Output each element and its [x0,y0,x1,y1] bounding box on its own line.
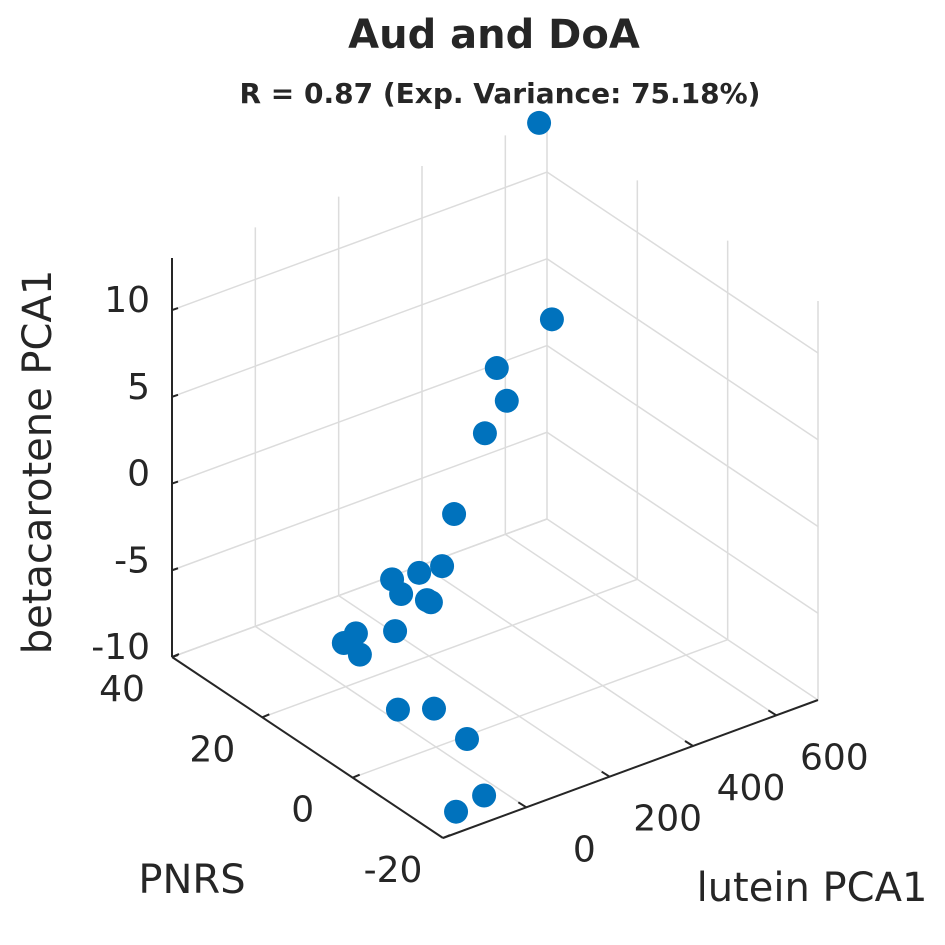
grid-line [171,171,548,311]
x-tick-label: 0 [573,829,596,870]
x-tick [767,709,777,717]
point [442,502,467,527]
point [484,356,509,381]
x-axis [442,699,819,839]
y-tick [352,773,361,779]
z-tick [171,393,179,398]
y-tick-label: 0 [291,790,314,831]
z-tick-label: -10 [91,627,150,668]
y-tick [171,653,180,658]
point [472,421,497,446]
x-tick [684,740,694,747]
grid-line [504,533,777,716]
x-tick-label: 600 [800,737,869,778]
z-tick-label: 10 [104,280,150,321]
point [494,388,519,413]
grid-line [171,344,548,485]
x-tick [601,770,611,778]
grid-line [171,518,548,658]
z-tick [171,567,179,572]
point [422,696,446,721]
z-tick-label: -5 [114,540,150,581]
z-tick [171,307,179,311]
point [385,697,410,722]
chart-subtitle: R = 0.87 (Exp. Variance: 75.18%) [240,77,761,110]
x-axis-label: lutein PCA1 [697,865,928,911]
chart-title: Aud and DoA [348,12,640,58]
point [389,582,414,607]
point [444,799,469,824]
grid-line [546,171,819,354]
grid-line [546,518,819,701]
z-tick-label: 0 [127,454,150,495]
point [383,619,408,644]
point [430,554,455,579]
y-tick [442,834,451,839]
point [347,642,372,667]
grid-line [262,578,638,719]
point [472,783,497,808]
grid-line [338,595,611,778]
y-axis [171,656,444,839]
y-tick-label: 20 [189,729,235,770]
y-tick-label: -20 [364,850,423,891]
point [527,110,552,135]
z-tick-label: 5 [127,367,150,408]
x-tick-label: 400 [717,768,786,809]
point [407,560,432,585]
grid-line [546,344,819,528]
point [418,590,443,615]
y-axis-label: PNRS [138,857,245,903]
grid-line [171,431,548,571]
grid-line [546,431,819,614]
x-tick [517,801,527,809]
y-tick [261,713,270,719]
grid-line [421,564,694,747]
point [539,307,564,332]
grid-line [352,638,728,779]
x-tick-label: 200 [633,799,702,840]
point [455,727,479,752]
grid-line [546,258,819,441]
z-axis-label: betacarotene PCA1 [15,270,61,655]
z-tick [171,480,179,485]
grid-line [171,258,548,398]
y-tick-label: 40 [99,669,145,710]
